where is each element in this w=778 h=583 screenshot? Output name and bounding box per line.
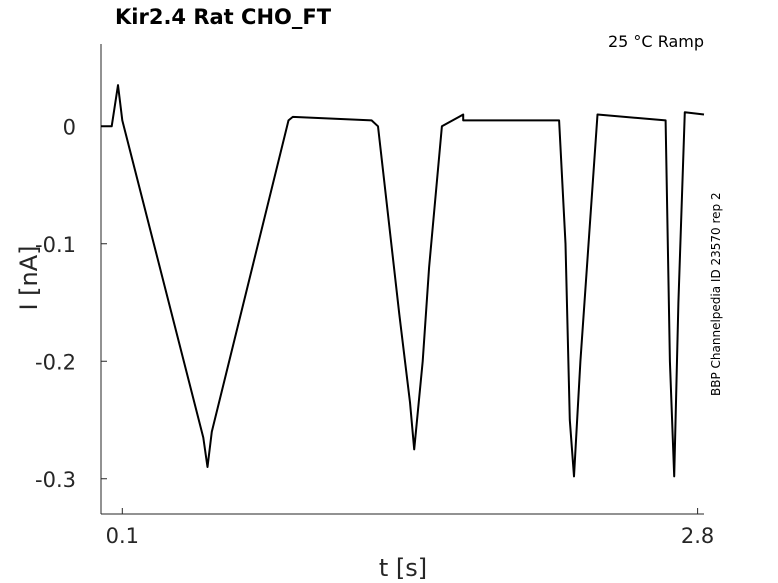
y-tick-label: -0.3 — [35, 468, 76, 492]
y-tick-label: 0 — [63, 115, 76, 139]
current-trace — [101, 84, 705, 478]
temperature-protocol-label: 25 °C Ramp — [608, 32, 704, 51]
x-tick-label: 2.8 — [681, 524, 714, 548]
x-axis-label: t [s] — [379, 554, 427, 582]
x-tick-label: 0.1 — [106, 524, 139, 548]
y-tick-label: -0.2 — [35, 350, 76, 374]
y-axis-label: I [nA] — [15, 245, 43, 310]
series-line — [101, 84, 705, 478]
y-tick-label: -0.1 — [35, 233, 76, 257]
axes — [100, 44, 704, 515]
chart-title: Kir2.4 Rat CHO_FT — [115, 5, 332, 29]
ticks: 0 -0.1 -0.2 -0.3 0.1 2.8 — [35, 115, 714, 548]
channelpedia-id-label: BBP Channelpedia ID 23570 rep 2 — [709, 192, 723, 396]
